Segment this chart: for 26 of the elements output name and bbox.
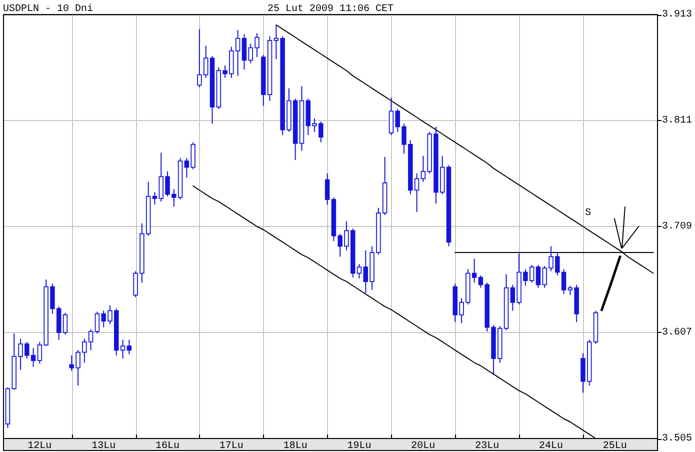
line-series bbox=[276, 24, 654, 274]
x-tick-label: 25Lu bbox=[602, 441, 627, 452]
y-tick-label: 3.607 bbox=[662, 327, 692, 338]
candlestick bbox=[152, 192, 158, 206]
chart-subtitle: 25 Lut 2009 11:06 CET bbox=[267, 4, 394, 15]
candlestick bbox=[126, 339, 132, 355]
candlestick bbox=[62, 312, 68, 336]
candlestick bbox=[356, 263, 362, 279]
x-tick-label: 19Lu bbox=[347, 441, 372, 452]
chart-title: USDPLN - 10 Dni bbox=[3, 3, 94, 15]
candlestick bbox=[120, 339, 126, 359]
candlestick bbox=[536, 264, 541, 288]
annotation: S bbox=[585, 207, 592, 218]
x-tick-label: 13Lu bbox=[92, 441, 116, 452]
x-tick-label: 24Lu bbox=[539, 441, 564, 452]
y-tick-label: 3.505 bbox=[662, 433, 692, 444]
x-tick-label: 12Lu bbox=[28, 441, 52, 452]
x-tick-label: 17Lu bbox=[219, 441, 244, 452]
x-tick-label: 20Lu bbox=[411, 441, 436, 452]
y-tick-label: 3.811 bbox=[662, 115, 692, 126]
x-tick-label: 23Lu bbox=[475, 441, 500, 452]
candlestick bbox=[324, 173, 330, 206]
y-tick-label: 3.913 bbox=[662, 9, 692, 20]
y-tick-label: 3.709 bbox=[662, 221, 692, 232]
x-tick-label: 16Lu bbox=[156, 441, 180, 452]
x-tick-label: 18Lu bbox=[283, 441, 308, 452]
